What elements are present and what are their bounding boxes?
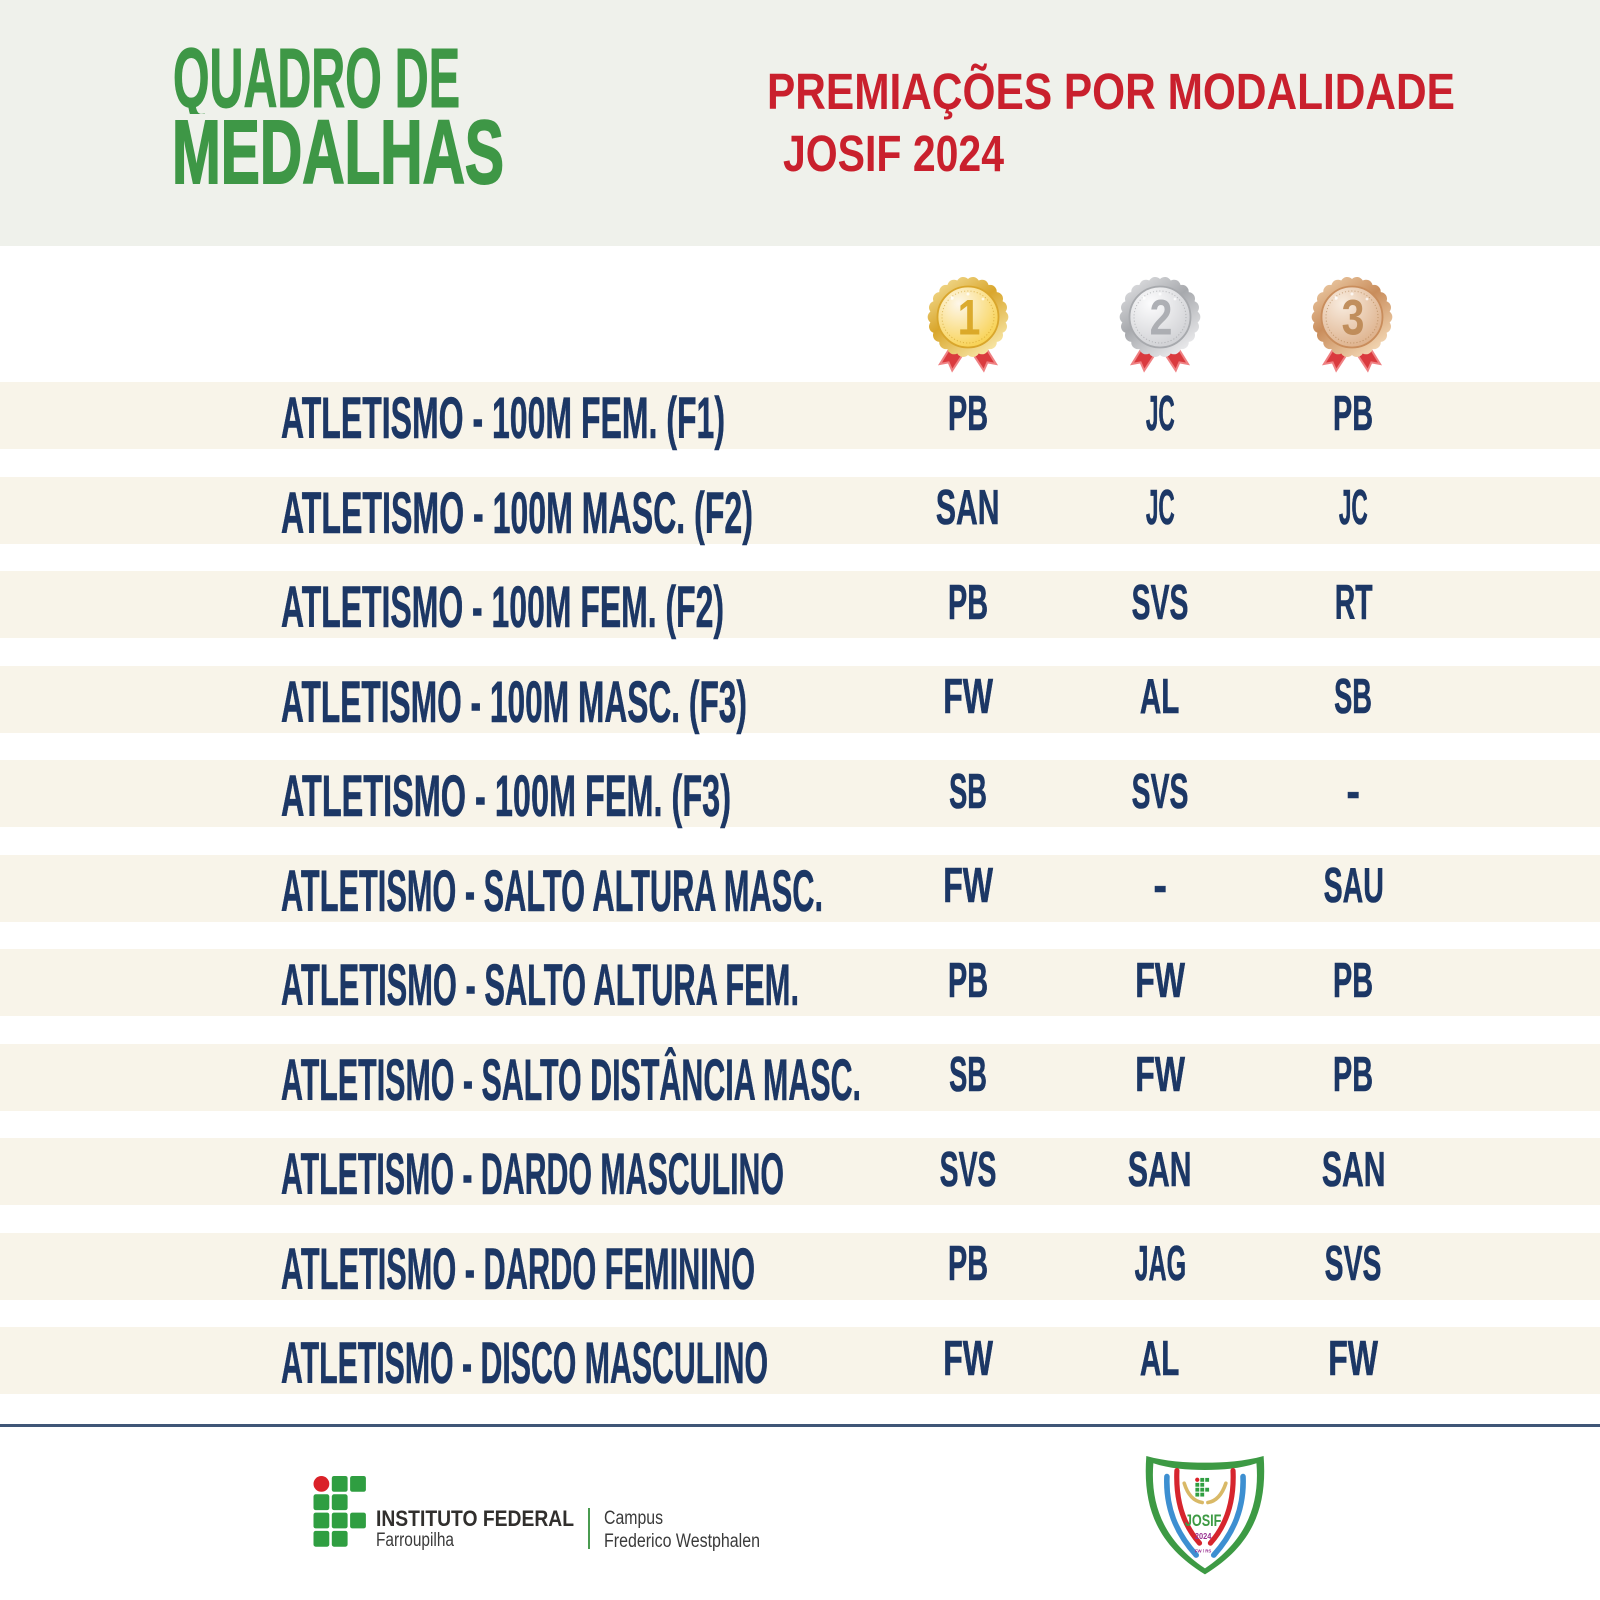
svg-text:FW / RS: FW / RS xyxy=(1195,1549,1212,1554)
svg-text:3: 3 xyxy=(1342,290,1365,346)
svg-text:1: 1 xyxy=(958,290,981,346)
svg-text:JOSIF: JOSIF xyxy=(1185,1512,1222,1530)
svg-text:2024: 2024 xyxy=(1195,1531,1212,1541)
svg-text:2: 2 xyxy=(1150,290,1173,346)
